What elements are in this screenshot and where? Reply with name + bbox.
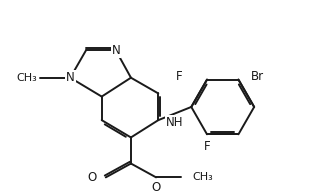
Text: Br: Br — [250, 70, 263, 83]
Text: N: N — [66, 71, 75, 84]
Text: F: F — [204, 140, 210, 153]
Text: O: O — [152, 181, 161, 194]
Text: CH₃: CH₃ — [192, 172, 213, 182]
Text: F: F — [176, 70, 182, 83]
Text: NH: NH — [166, 116, 184, 129]
Text: N: N — [111, 44, 120, 57]
Text: O: O — [88, 171, 97, 184]
Text: CH₃: CH₃ — [16, 73, 37, 83]
